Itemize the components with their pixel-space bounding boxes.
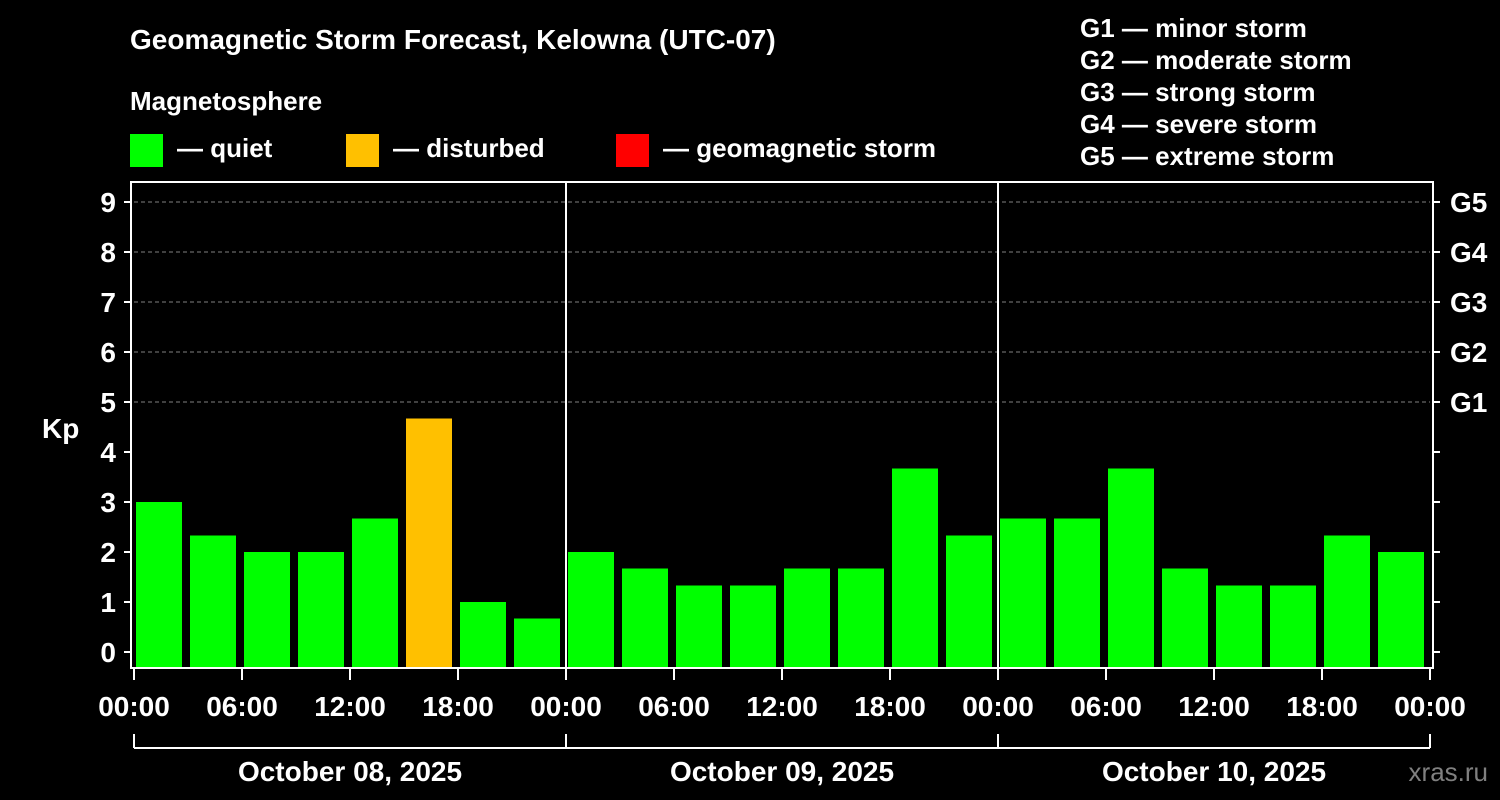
grid-lines bbox=[134, 201, 1430, 403]
y-tick-label-4: 4 bbox=[100, 437, 116, 468]
y-axis-label: Kp bbox=[42, 413, 79, 444]
legend-label-storm: — geomagnetic storm bbox=[663, 133, 936, 163]
y2-tick-label-g1: G1 bbox=[1450, 387, 1487, 418]
y-tick-label-2: 2 bbox=[100, 537, 116, 568]
day-labels: October 08, 2025 October 09, 2025 October … bbox=[133, 734, 1431, 787]
day-label-2: October 10, 2025 bbox=[1102, 756, 1326, 787]
y2-ticks: G1 G2 G3 G4 G5 bbox=[1433, 187, 1488, 653]
bar-21 bbox=[1270, 585, 1316, 668]
bar-5 bbox=[406, 418, 452, 668]
bar-4 bbox=[352, 518, 398, 668]
y-tick-label-6: 6 bbox=[100, 337, 116, 368]
chart-title: Geomagnetic Storm Forecast, Kelowna (UTC… bbox=[130, 24, 776, 55]
y2-tick-label-g2: G2 bbox=[1450, 337, 1487, 368]
storm-scale-g4: G4 — severe storm bbox=[1080, 109, 1317, 139]
bar-0 bbox=[136, 502, 182, 668]
bar-13 bbox=[838, 568, 884, 668]
x-tick-label-2: 12:00 bbox=[314, 691, 386, 722]
x-tick-label-5: 06:00 bbox=[638, 691, 710, 722]
bar-14 bbox=[892, 468, 938, 668]
watermark: xras.ru bbox=[1409, 757, 1488, 787]
y-tick-label-0: 0 bbox=[100, 637, 116, 668]
bar-16 bbox=[1000, 518, 1046, 668]
x-tick-label-1: 06:00 bbox=[206, 691, 278, 722]
bar-2 bbox=[244, 552, 290, 668]
bar-19 bbox=[1162, 568, 1208, 668]
storm-scale-g2: G2 — moderate storm bbox=[1080, 45, 1352, 75]
x-tick-label-8: 00:00 bbox=[962, 691, 1034, 722]
y-tick-label-1: 1 bbox=[100, 587, 116, 618]
legend-label-disturbed: — disturbed bbox=[393, 133, 545, 163]
x-tick-label-12: 00:00 bbox=[1394, 691, 1466, 722]
bar-15 bbox=[946, 535, 992, 668]
bar-20 bbox=[1216, 585, 1262, 668]
day-label-1: October 09, 2025 bbox=[670, 756, 894, 787]
x-tick-label-11: 18:00 bbox=[1286, 691, 1358, 722]
x-tick-label-3: 18:00 bbox=[422, 691, 494, 722]
x-ticks: 00:00 06:00 12:00 18:00 00:00 06:00 12:00 18:00… bbox=[98, 668, 1466, 722]
bar-6 bbox=[460, 602, 506, 668]
y-tick-label-3: 3 bbox=[100, 487, 116, 518]
bar-1 bbox=[190, 535, 236, 668]
x-tick-label-7: 18:00 bbox=[854, 691, 926, 722]
x-tick-label-9: 06:00 bbox=[1070, 691, 1142, 722]
x-tick-label-4: 00:00 bbox=[530, 691, 602, 722]
bar-7 bbox=[514, 618, 560, 668]
bar-3 bbox=[298, 552, 344, 668]
y-tick-label-8: 8 bbox=[100, 237, 116, 268]
y-ticks: 0 1 2 3 4 5 6 7 8 9 bbox=[100, 187, 131, 668]
bar-8 bbox=[568, 552, 614, 668]
legend-swatch-storm bbox=[616, 134, 649, 167]
bar-17 bbox=[1054, 518, 1100, 668]
bar-11 bbox=[730, 585, 776, 668]
x-tick-label-10: 12:00 bbox=[1178, 691, 1250, 722]
x-tick-label-0: 00:00 bbox=[98, 691, 170, 722]
legend-label-quiet: — quiet bbox=[177, 133, 273, 163]
day-label-0: October 08, 2025 bbox=[238, 756, 462, 787]
storm-scale-g3: G3 — strong storm bbox=[1080, 77, 1315, 107]
y-tick-label-7: 7 bbox=[100, 287, 116, 318]
y-tick-label-9: 9 bbox=[100, 187, 116, 218]
y-tick-label-5: 5 bbox=[100, 387, 116, 418]
legend-swatch-quiet bbox=[130, 134, 163, 167]
storm-scale-g5: G5 — extreme storm bbox=[1080, 141, 1334, 171]
bar-9 bbox=[622, 568, 668, 668]
bar-22 bbox=[1324, 535, 1370, 668]
bar-10 bbox=[676, 585, 722, 668]
y2-tick-label-g3: G3 bbox=[1450, 287, 1487, 318]
legend-swatch-disturbed bbox=[346, 134, 379, 167]
y2-tick-label-g4: G4 bbox=[1450, 237, 1488, 268]
bar-18 bbox=[1108, 468, 1154, 668]
legend-title: Magnetosphere bbox=[130, 86, 322, 116]
storm-scale-g1: G1 — minor storm bbox=[1080, 13, 1307, 43]
bars bbox=[136, 418, 1424, 668]
x-tick-label-6: 12:00 bbox=[746, 691, 818, 722]
bar-23 bbox=[1378, 552, 1424, 668]
bar-12 bbox=[784, 568, 830, 668]
y2-tick-label-g5: G5 bbox=[1450, 187, 1487, 218]
